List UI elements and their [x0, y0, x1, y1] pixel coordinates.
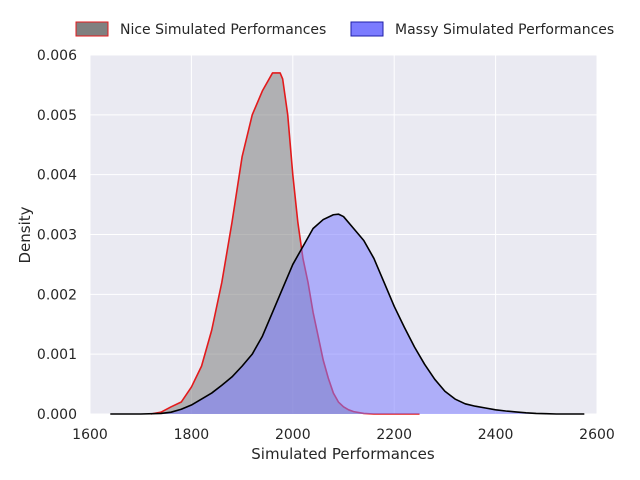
y-tick-label: 0.003	[37, 228, 77, 244]
legend-label-nice: Nice Simulated Performances	[120, 22, 326, 38]
x-tick-label: 1800	[174, 427, 210, 443]
y-tick-label: 0.001	[37, 347, 77, 363]
y-axis-ticks: 0.000 0.001 0.002 0.003 0.004 0.005 0.006	[37, 48, 77, 423]
y-tick-label: 0.004	[37, 168, 77, 184]
y-axis-label: Density	[16, 206, 34, 263]
x-tick-label: 1600	[72, 427, 108, 443]
legend-label-massy: Massy Simulated Performances	[395, 22, 614, 38]
y-tick-label: 0.006	[37, 48, 77, 64]
x-axis-label: Simulated Performances	[251, 445, 435, 463]
density-area-series-1	[110, 214, 585, 414]
y-tick-label: 0.002	[37, 287, 77, 303]
legend-swatch-nice	[75, 21, 109, 37]
x-tick-label: 2000	[275, 427, 311, 443]
legend: Nice Simulated Performances Massy Simula…	[75, 21, 614, 38]
y-tick-label: 0.005	[37, 108, 77, 124]
density-line-series-1	[110, 213, 585, 415]
y-tick-label: 0.000	[37, 407, 77, 423]
x-axis-ticks: 1600 1800 2000 2200 2400 2600	[72, 427, 615, 443]
density-area-series-0	[150, 72, 420, 414]
x-tick-label: 2400	[478, 427, 514, 443]
x-tick-label: 2200	[376, 427, 412, 443]
legend-swatch-massy	[350, 21, 384, 37]
x-tick-label: 2600	[579, 427, 615, 443]
density-areas	[110, 72, 585, 415]
